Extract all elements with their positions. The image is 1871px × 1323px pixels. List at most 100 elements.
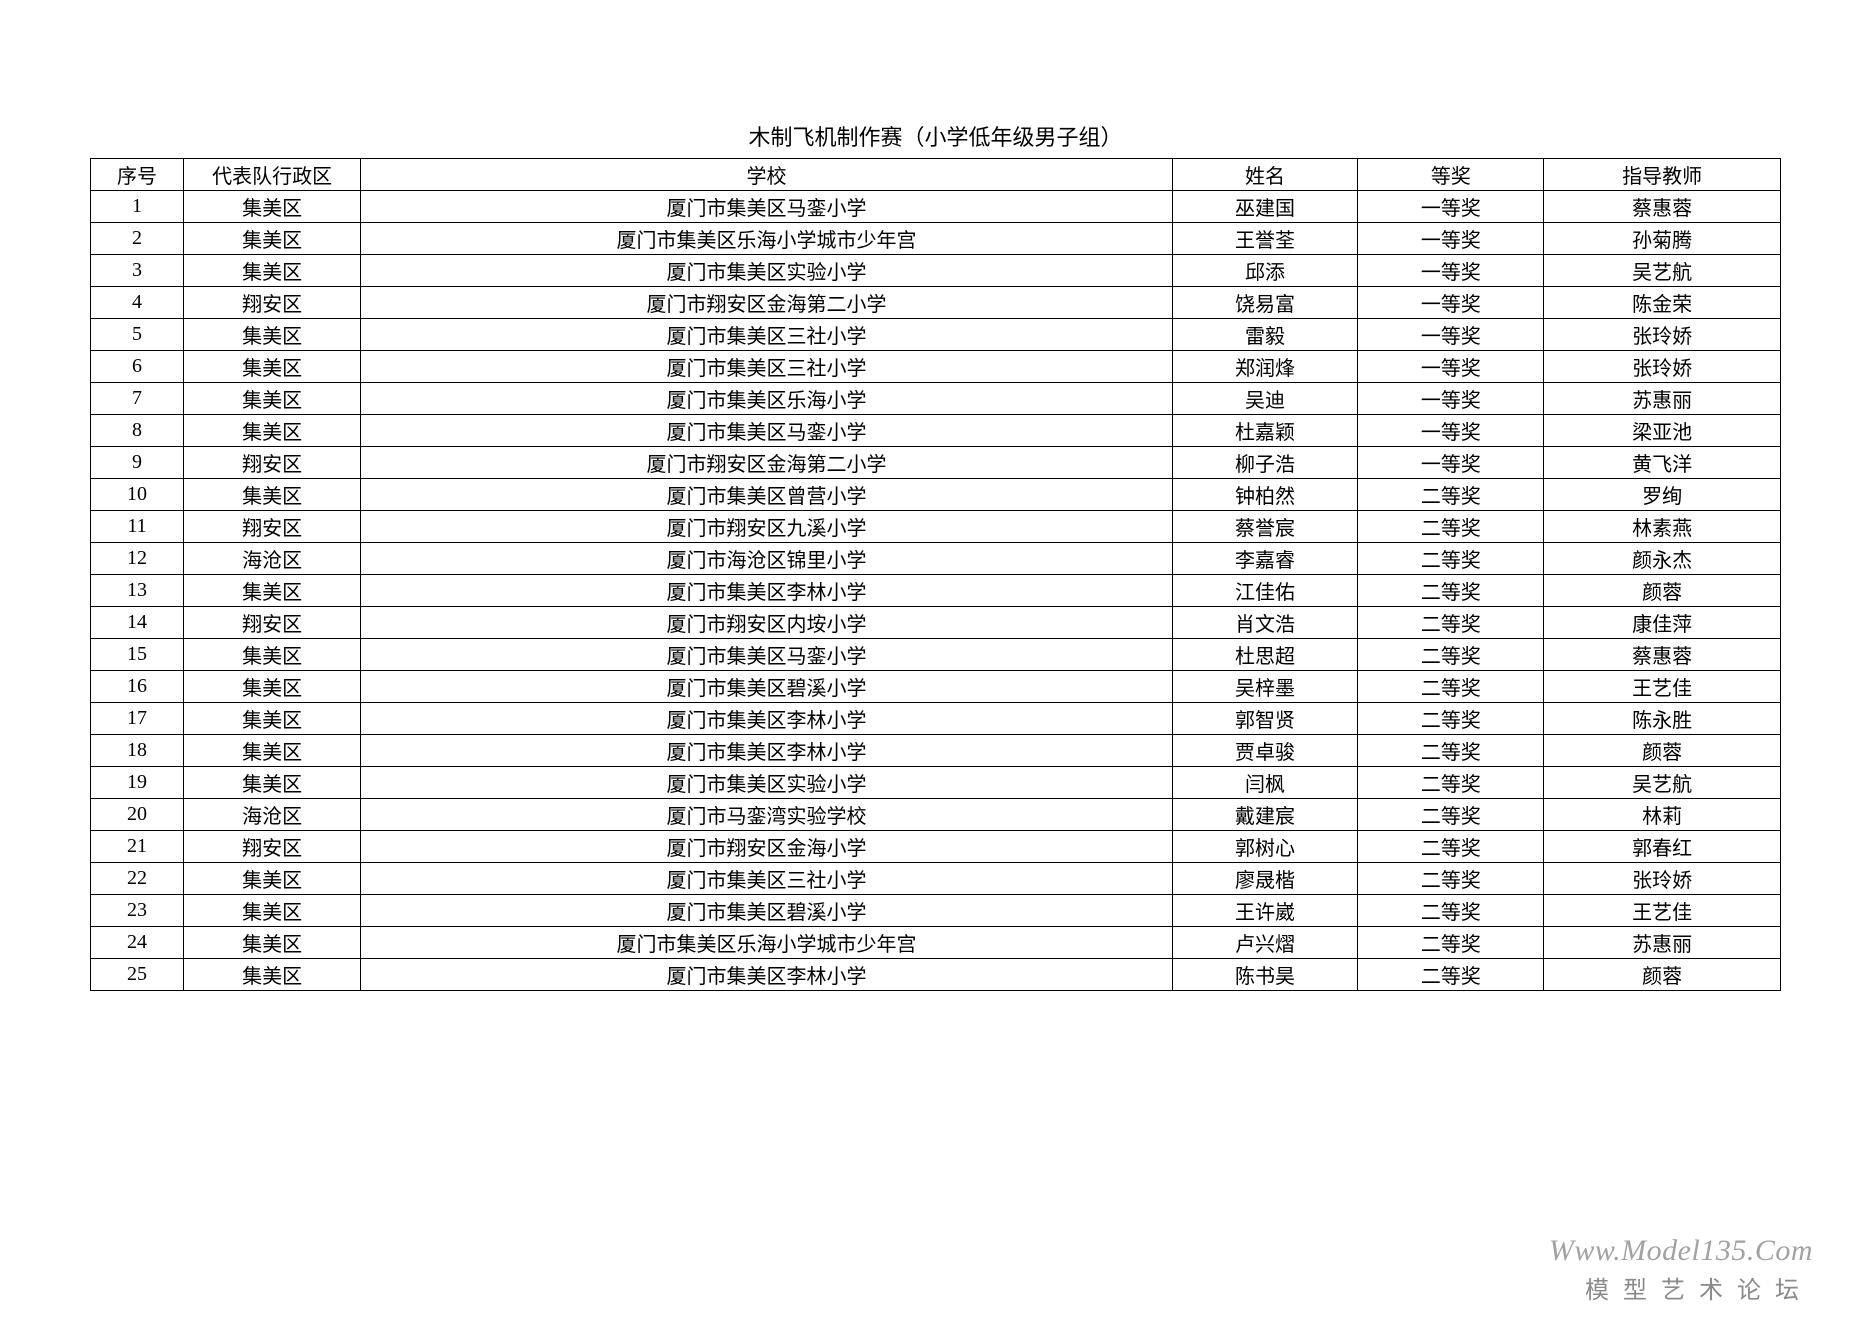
table-cell: 20 [91, 799, 184, 831]
table-cell: 闫枫 [1172, 767, 1358, 799]
table-cell: 海沧区 [183, 543, 360, 575]
table-cell: 林莉 [1544, 799, 1781, 831]
table-cell: 2 [91, 223, 184, 255]
table-cell: 王誉荃 [1172, 223, 1358, 255]
table-cell: 集美区 [183, 479, 360, 511]
table-cell: 二等奖 [1358, 511, 1544, 543]
table-cell: 一等奖 [1358, 447, 1544, 479]
table-row: 10集美区厦门市集美区曾营小学钟柏然二等奖罗绚 [91, 479, 1781, 511]
header-name: 姓名 [1172, 159, 1358, 191]
table-cell: 二等奖 [1358, 639, 1544, 671]
table-cell: 王许崴 [1172, 895, 1358, 927]
header-district: 代表队行政区 [183, 159, 360, 191]
table-cell: 集美区 [183, 927, 360, 959]
table-cell: 林素燕 [1544, 511, 1781, 543]
table-cell: 厦门市翔安区金海第二小学 [361, 447, 1172, 479]
table-cell: 11 [91, 511, 184, 543]
table-cell: 厦门市集美区三社小学 [361, 319, 1172, 351]
table-cell: 厦门市马銮湾实验学校 [361, 799, 1172, 831]
table-cell: 蔡惠蓉 [1544, 639, 1781, 671]
table-cell: 1 [91, 191, 184, 223]
table-cell: 郭春红 [1544, 831, 1781, 863]
table-cell: 张玲娇 [1544, 863, 1781, 895]
table-row: 14翔安区厦门市翔安区内垵小学肖文浩二等奖康佳萍 [91, 607, 1781, 639]
table-cell: 厦门市集美区乐海小学城市少年宫 [361, 223, 1172, 255]
table-cell: 二等奖 [1358, 671, 1544, 703]
table-cell: 厦门市集美区曾营小学 [361, 479, 1172, 511]
table-cell: 一等奖 [1358, 287, 1544, 319]
table-cell: 5 [91, 319, 184, 351]
table-cell: 厦门市集美区三社小学 [361, 863, 1172, 895]
table-cell: 钟柏然 [1172, 479, 1358, 511]
table-row: 21翔安区厦门市翔安区金海小学郭树心二等奖郭春红 [91, 831, 1781, 863]
table-row: 4翔安区厦门市翔安区金海第二小学饶易富一等奖陈金荣 [91, 287, 1781, 319]
table-cell: 雷毅 [1172, 319, 1358, 351]
table-cell: 二等奖 [1358, 799, 1544, 831]
table-cell: 翔安区 [183, 511, 360, 543]
table-row: 11翔安区厦门市翔安区九溪小学蔡誉宸二等奖林素燕 [91, 511, 1781, 543]
table-cell: 一等奖 [1358, 383, 1544, 415]
table-row: 1集美区厦门市集美区马銮小学巫建国一等奖蔡惠蓉 [91, 191, 1781, 223]
table-cell: 集美区 [183, 959, 360, 991]
table-cell: 一等奖 [1358, 223, 1544, 255]
table-header-row: 序号 代表队行政区 学校 姓名 等奖 指导教师 [91, 159, 1781, 191]
table-cell: 海沧区 [183, 799, 360, 831]
table-row: 15集美区厦门市集美区马銮小学杜思超二等奖蔡惠蓉 [91, 639, 1781, 671]
table-cell: 厦门市集美区碧溪小学 [361, 895, 1172, 927]
table-cell: 厦门市翔安区金海小学 [361, 831, 1172, 863]
table-cell: 颜蓉 [1544, 735, 1781, 767]
table-cell: 戴建宸 [1172, 799, 1358, 831]
table-cell: 7 [91, 383, 184, 415]
table-row: 22集美区厦门市集美区三社小学廖晟楷二等奖张玲娇 [91, 863, 1781, 895]
table-cell: 厦门市集美区乐海小学 [361, 383, 1172, 415]
table-cell: 21 [91, 831, 184, 863]
table-row: 2集美区厦门市集美区乐海小学城市少年宫王誉荃一等奖孙菊腾 [91, 223, 1781, 255]
table-cell: 一等奖 [1358, 415, 1544, 447]
table-cell: 吴梓墨 [1172, 671, 1358, 703]
table-row: 9翔安区厦门市翔安区金海第二小学柳子浩一等奖黄飞洋 [91, 447, 1781, 479]
table-cell: 肖文浩 [1172, 607, 1358, 639]
table-cell: 厦门市集美区马銮小学 [361, 415, 1172, 447]
table-cell: 卢兴熠 [1172, 927, 1358, 959]
table-cell: 黄飞洋 [1544, 447, 1781, 479]
table-cell: 厦门市集美区马銮小学 [361, 191, 1172, 223]
table-row: 18集美区厦门市集美区李林小学贾卓骏二等奖颜蓉 [91, 735, 1781, 767]
table-cell: 陈金荣 [1544, 287, 1781, 319]
table-cell: 15 [91, 639, 184, 671]
table-cell: 厦门市翔安区九溪小学 [361, 511, 1172, 543]
table-row: 12海沧区厦门市海沧区锦里小学李嘉睿二等奖颜永杰 [91, 543, 1781, 575]
table-cell: 厦门市集美区碧溪小学 [361, 671, 1172, 703]
table-cell: 翔安区 [183, 607, 360, 639]
table-cell: 18 [91, 735, 184, 767]
table-cell: 二等奖 [1358, 831, 1544, 863]
table-cell: 集美区 [183, 895, 360, 927]
table-cell: 一等奖 [1358, 255, 1544, 287]
table-cell: 二等奖 [1358, 959, 1544, 991]
table-cell: 集美区 [183, 735, 360, 767]
table-cell: 厦门市集美区李林小学 [361, 703, 1172, 735]
table-row: 5集美区厦门市集美区三社小学雷毅一等奖张玲娇 [91, 319, 1781, 351]
table-cell: 王艺佳 [1544, 895, 1781, 927]
table-cell: 颜永杰 [1544, 543, 1781, 575]
table-row: 25集美区厦门市集美区李林小学陈书昊二等奖颜蓉 [91, 959, 1781, 991]
table-cell: 集美区 [183, 383, 360, 415]
table-cell: 4 [91, 287, 184, 319]
table-cell: 23 [91, 895, 184, 927]
table-cell: 集美区 [183, 255, 360, 287]
table-cell: 康佳萍 [1544, 607, 1781, 639]
table-cell: 9 [91, 447, 184, 479]
table-cell: 二等奖 [1358, 767, 1544, 799]
table-row: 16集美区厦门市集美区碧溪小学吴梓墨二等奖王艺佳 [91, 671, 1781, 703]
table-cell: 24 [91, 927, 184, 959]
table-cell: 10 [91, 479, 184, 511]
table-cell: 梁亚池 [1544, 415, 1781, 447]
table-cell: 吴艺航 [1544, 255, 1781, 287]
header-award: 等奖 [1358, 159, 1544, 191]
table-cell: 吴迪 [1172, 383, 1358, 415]
table-cell: 李嘉睿 [1172, 543, 1358, 575]
table-row: 17集美区厦门市集美区李林小学郭智贤二等奖陈永胜 [91, 703, 1781, 735]
table-cell: 陈永胜 [1544, 703, 1781, 735]
table-cell: 厦门市海沧区锦里小学 [361, 543, 1172, 575]
table-cell: 集美区 [183, 863, 360, 895]
table-cell: 张玲娇 [1544, 351, 1781, 383]
